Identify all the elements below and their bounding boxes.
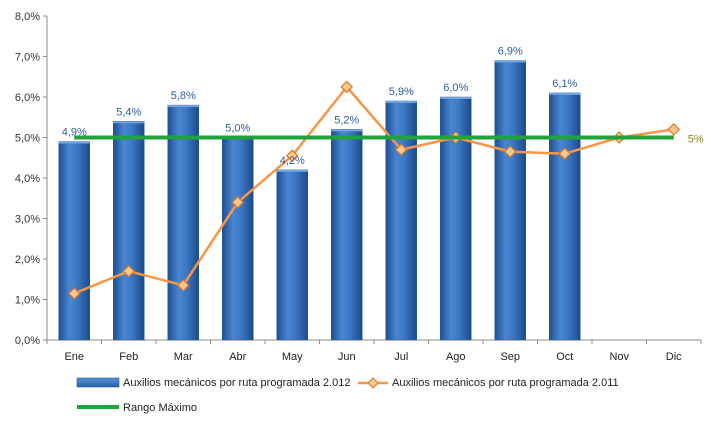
y-tick-label: 6,0%: [15, 92, 40, 104]
line-marker-diamond: [285, 149, 299, 163]
x-tick-label: Sep: [500, 351, 520, 363]
line-marker-diamond: [67, 287, 81, 300]
legend: Auxilios mecánicos por ruta programada 2…: [76, 377, 619, 414]
bar-data-label: 5,8%: [171, 90, 196, 102]
x-tick-label: Jun: [338, 351, 356, 363]
x-tick-label: Dic: [666, 351, 682, 363]
legend-swatch-diamond: [367, 377, 379, 389]
legend-label-max: Rango Máximo: [123, 402, 197, 414]
bar: [494, 60, 526, 341]
x-tick-label: May: [282, 351, 303, 363]
x-tick-label: Feb: [119, 351, 138, 363]
axes-layer: 0,0% 1,0% 2,0% 3,0% 4,0% 5,0% 6,0% 7,0% 8,0% Ene F…: [15, 11, 702, 363]
line-marker-diamond: [503, 145, 517, 159]
bar-top: [167, 105, 199, 108]
line-marker-diamond: [340, 80, 354, 94]
y-tick-label: 3,0%: [15, 214, 40, 226]
line-marker-diamond: [558, 147, 572, 161]
bar: [276, 169, 308, 341]
legend-label-2011: Auxilios mecánicos por ruta programada 2…: [392, 377, 619, 389]
y-tick-label: 2,0%: [15, 254, 40, 266]
bar-top: [113, 121, 145, 124]
bar: [385, 100, 417, 341]
bar: [113, 121, 145, 341]
bar-top: [331, 129, 363, 132]
bar-top: [440, 97, 472, 99]
bar-top: [276, 169, 308, 172]
y-tick-label: 5,0%: [15, 133, 40, 145]
x-tick-label: Jul: [394, 351, 408, 363]
line-marker-diamond: [667, 123, 681, 136]
line-marker-diamond: [122, 264, 136, 278]
y-tick-label: 0,0%: [15, 335, 40, 347]
bar-data-label: 5,9%: [389, 86, 414, 98]
bar-top: [58, 141, 90, 144]
line-marker-diamond: [231, 195, 245, 209]
bar: [58, 141, 90, 341]
series-line-2011: [73, 85, 674, 295]
bar-top: [494, 60, 526, 63]
y-tick-label: 7,0%: [15, 52, 40, 64]
bar-data-label: 5,2%: [334, 114, 359, 126]
bar-data-label: 6,9%: [498, 46, 523, 58]
x-tick-label: Ene: [64, 351, 84, 363]
line-marker-diamond: [176, 278, 190, 292]
x-tick-label: Ago: [446, 351, 466, 363]
x-tick-label: Oct: [556, 351, 573, 363]
y-tick-label: 8,0%: [15, 11, 40, 23]
bar: [331, 129, 363, 341]
x-tick-label: Abr: [229, 351, 246, 363]
bar-data-label: 5,4%: [116, 106, 141, 118]
bar: [549, 92, 581, 341]
bars-layer: [58, 60, 581, 341]
bar-top: [549, 92, 581, 95]
bar-data-label: 6,1%: [552, 78, 577, 90]
x-tick-label: Mar: [174, 351, 193, 363]
legend-swatch-bar: [76, 377, 120, 388]
bar-data-label: 4,2%: [280, 155, 305, 167]
y-tick-label: 4,0%: [15, 173, 40, 185]
bar-data-label: 6,0%: [443, 82, 468, 94]
max-range-end-label: 5%: [688, 134, 704, 146]
labels-layer: 4,9% 5,4% 5,8% 5,0% 4,2% 5,2% 5,9% 6,0% 6,9% 6,1%…: [62, 46, 704, 167]
lines-layer: [67, 80, 681, 300]
x-tick-label: Nov: [609, 351, 629, 363]
bar: [222, 137, 254, 341]
legend-label-2012: Auxilios mecánicos por ruta programada 2…: [123, 377, 350, 389]
bar-data-label: 4,9%: [62, 127, 87, 139]
bar-data-label: 5,0%: [225, 123, 250, 135]
bar-top: [385, 101, 417, 104]
bar: [167, 104, 199, 341]
y-tick-label: 1,0%: [15, 295, 40, 307]
line-marker-diamond: [394, 143, 408, 156]
